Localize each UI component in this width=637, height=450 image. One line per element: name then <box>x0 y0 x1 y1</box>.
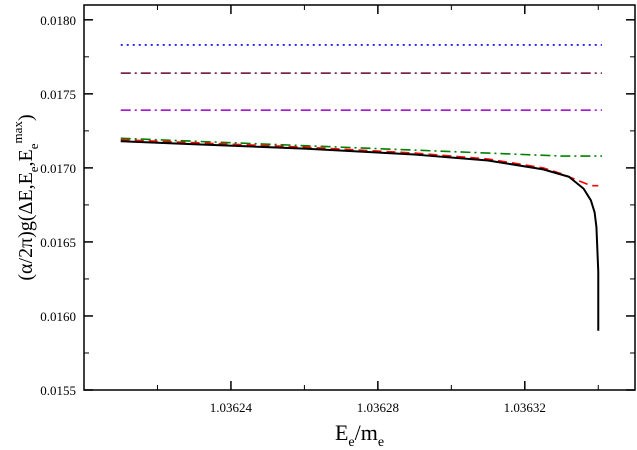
y-tick-label: 0.0180 <box>40 13 76 28</box>
plot-frame <box>83 4 636 391</box>
series-lines <box>120 44 602 331</box>
y-tick-label: 0.0155 <box>40 383 76 398</box>
y-tick-label: 0.0170 <box>40 161 76 176</box>
tick-labels: 0.0155 0.0160 0.0165 0.0170 0.0175 0.0180 1.03… <box>40 13 546 415</box>
y-tick-label: 0.0175 <box>40 87 76 102</box>
y-tick-label: 0.0160 <box>40 309 76 324</box>
tick-marks <box>84 5 635 391</box>
x-tick-label: 1.03624 <box>210 400 253 415</box>
y-tick-label: 0.0165 <box>40 235 76 250</box>
series-line-6 <box>120 140 600 331</box>
x-tick-label: 1.03628 <box>357 400 399 415</box>
x-axis-title: Ee/me <box>335 420 384 450</box>
x-tick-label: 1.03632 <box>504 400 546 415</box>
series-line-5 <box>120 138 599 187</box>
y-axis-title: (α/2π)g(ΔE,Ee,Eemax) <box>10 114 41 280</box>
series-line-4 <box>120 137 602 157</box>
